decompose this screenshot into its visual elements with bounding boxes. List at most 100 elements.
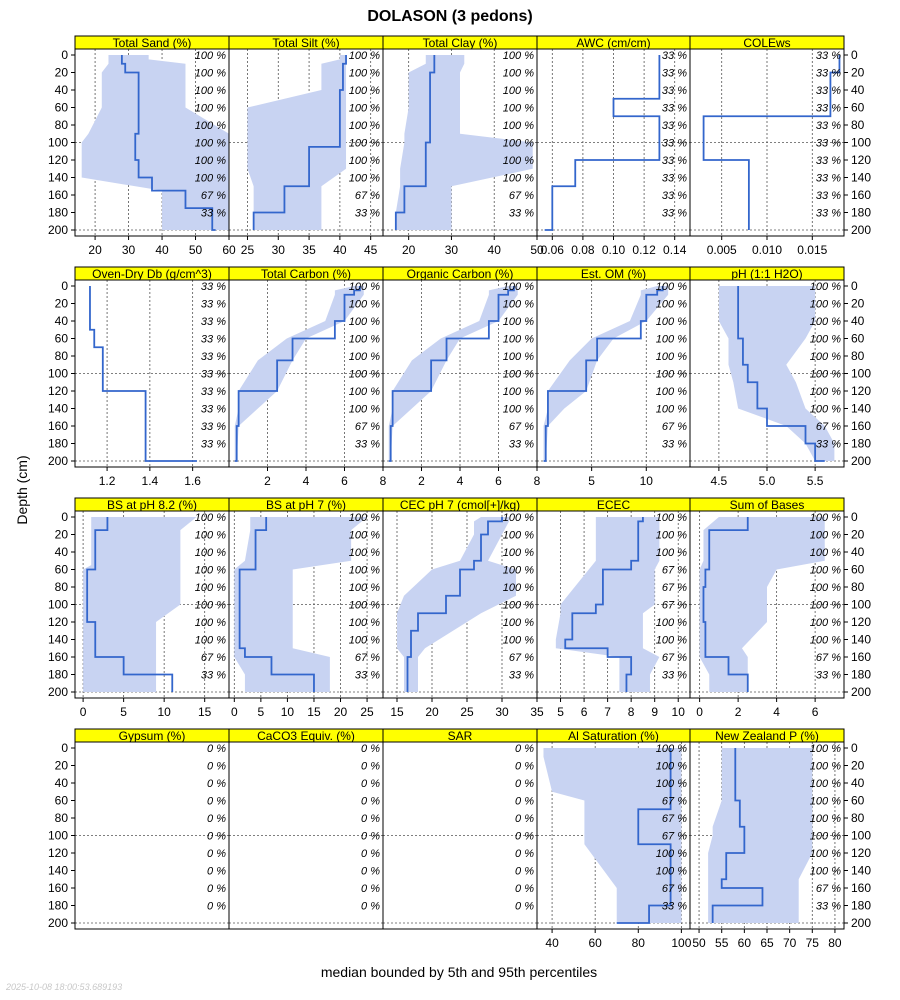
percent-label: 33 % bbox=[816, 85, 841, 97]
percent-label: 33 % bbox=[355, 439, 380, 451]
x-tick-label: 0.08 bbox=[571, 243, 595, 257]
percent-label: 67 % bbox=[662, 883, 687, 895]
percent-label: 33 % bbox=[662, 155, 687, 167]
percent-label: 100 % bbox=[656, 778, 687, 790]
y-tick-label: 60 bbox=[851, 794, 865, 808]
y-tick-label: 200 bbox=[851, 916, 871, 930]
panel-title: Al Saturation (%) bbox=[568, 729, 659, 743]
x-tick-label: 30 bbox=[445, 243, 459, 257]
percent-label: 67 % bbox=[509, 652, 534, 664]
y-tick-label: 80 bbox=[55, 118, 69, 132]
y-tick-label: 0 bbox=[851, 279, 858, 293]
panel-title: Total Silt (%) bbox=[272, 36, 339, 50]
percent-label: 33 % bbox=[816, 68, 841, 80]
x-tick-label: 40 bbox=[155, 243, 169, 257]
percent-label: 0 % bbox=[361, 901, 380, 913]
percent-label: 67 % bbox=[816, 883, 841, 895]
x-tick-label: 15 bbox=[307, 705, 321, 719]
percent-label: 33 % bbox=[662, 138, 687, 150]
percent-label: 0 % bbox=[515, 796, 534, 808]
x-tick-label: 10 bbox=[157, 705, 171, 719]
percent-label: 100 % bbox=[810, 831, 841, 843]
percent-label: 100 % bbox=[349, 617, 380, 629]
panel: Est. OM (%) 100 % 100 % 100 % 100 % 100 % 100 … bbox=[536, 266, 691, 488]
percent-label: 100 % bbox=[810, 743, 841, 755]
x-tick-label: 50 bbox=[189, 243, 203, 257]
percent-label: 33 % bbox=[816, 173, 841, 185]
y-tick-label: 140 bbox=[851, 633, 871, 647]
panel: Sum of Bases 100 % 100 % 100 % 100 % 100 % 100… bbox=[689, 497, 871, 719]
x-tick-label: 5 bbox=[588, 474, 595, 488]
panel-title: AWC (cm/cm) bbox=[576, 36, 650, 50]
y-tick-label: 40 bbox=[55, 776, 69, 790]
percent-label: 33 % bbox=[662, 173, 687, 185]
y-tick-label: 160 bbox=[48, 881, 68, 895]
panel: Total Silt (%) 100 % 100 % 100 % 100 % 100 % 1… bbox=[228, 35, 384, 257]
y-tick-label: 40 bbox=[851, 776, 865, 790]
percent-label: 0 % bbox=[515, 866, 534, 878]
x-tick-label: 20 bbox=[425, 705, 439, 719]
percent-label: 100 % bbox=[195, 50, 226, 62]
percent-label: 0 % bbox=[515, 848, 534, 860]
y-tick-label: 40 bbox=[55, 314, 69, 328]
percent-label: 100 % bbox=[656, 743, 687, 755]
percent-label: 67 % bbox=[509, 421, 534, 433]
panel-title: SAR bbox=[448, 729, 473, 743]
x-tick-label: 0.015 bbox=[797, 243, 827, 257]
percent-label: 33 % bbox=[355, 208, 380, 220]
percentile-band bbox=[388, 286, 518, 461]
percent-label: 0 % bbox=[515, 901, 534, 913]
percentile-band bbox=[718, 286, 835, 461]
y-tick-label: 20 bbox=[55, 66, 69, 80]
percent-label: 100 % bbox=[349, 369, 380, 381]
percent-label: 100 % bbox=[349, 386, 380, 398]
percent-label: 100 % bbox=[656, 404, 687, 416]
panel-title: Total Sand (%) bbox=[113, 36, 192, 50]
y-tick-label: 80 bbox=[851, 580, 865, 594]
y-tick-label: 60 bbox=[851, 332, 865, 346]
x-tick-label: 4 bbox=[457, 474, 464, 488]
percent-label: 100 % bbox=[810, 404, 841, 416]
y-tick-label: 200 bbox=[48, 223, 68, 237]
panel-title: BS at pH 8.2 (%) bbox=[107, 498, 197, 512]
percentile-band bbox=[397, 517, 516, 692]
percent-label: 100 % bbox=[656, 547, 687, 559]
percent-label: 100 % bbox=[349, 85, 380, 97]
x-tick-label: 15 bbox=[390, 705, 404, 719]
y-tick-label: 80 bbox=[851, 811, 865, 825]
chart-title: DOLASON (3 pedons) bbox=[367, 8, 532, 25]
panel: SAR 0 % 0 % 0 % 0 % 0 % 0 % 0 % 0 % 0 % 0 % bbox=[382, 728, 538, 930]
percent-label: 33 % bbox=[509, 208, 534, 220]
x-tick-label: 30 bbox=[495, 705, 509, 719]
percent-label: 100 % bbox=[810, 778, 841, 790]
percent-label: 100 % bbox=[195, 530, 226, 542]
y-tick-label: 200 bbox=[48, 916, 68, 930]
percent-label: 100 % bbox=[349, 299, 380, 311]
panel-title: Oven-Dry Db (g/cm^3) bbox=[92, 267, 212, 281]
percent-label: 100 % bbox=[810, 386, 841, 398]
panel: Total Carbon (%)100 %100 %100 %100 %100 … bbox=[228, 266, 387, 488]
x-tick-label: 0.010 bbox=[752, 243, 782, 257]
percent-label: 67 % bbox=[662, 600, 687, 612]
y-tick-label: 160 bbox=[48, 650, 68, 664]
x-tick-label: 8 bbox=[534, 474, 541, 488]
percentile-band bbox=[543, 286, 669, 461]
y-tick-label: 180 bbox=[48, 668, 68, 682]
y-tick-label: 100 bbox=[48, 829, 68, 843]
percent-label: 33 % bbox=[201, 386, 226, 398]
percent-label: 33 % bbox=[201, 334, 226, 346]
y-tick-label: 100 bbox=[851, 367, 871, 381]
percent-label: 100 % bbox=[810, 635, 841, 647]
y-tick-label: 180 bbox=[851, 437, 871, 451]
y-tick-label: 40 bbox=[851, 314, 865, 328]
percent-label: 67 % bbox=[662, 831, 687, 843]
y-tick-label: 200 bbox=[48, 685, 68, 699]
median-line bbox=[388, 286, 515, 462]
percent-label: 100 % bbox=[810, 813, 841, 825]
percent-label: 100 % bbox=[349, 600, 380, 612]
x-tick-label: 7 bbox=[604, 705, 611, 719]
percent-label: 33 % bbox=[201, 281, 226, 293]
percent-label: 0 % bbox=[515, 813, 534, 825]
percent-label: 100 % bbox=[349, 173, 380, 185]
percent-label: 100 % bbox=[810, 848, 841, 860]
